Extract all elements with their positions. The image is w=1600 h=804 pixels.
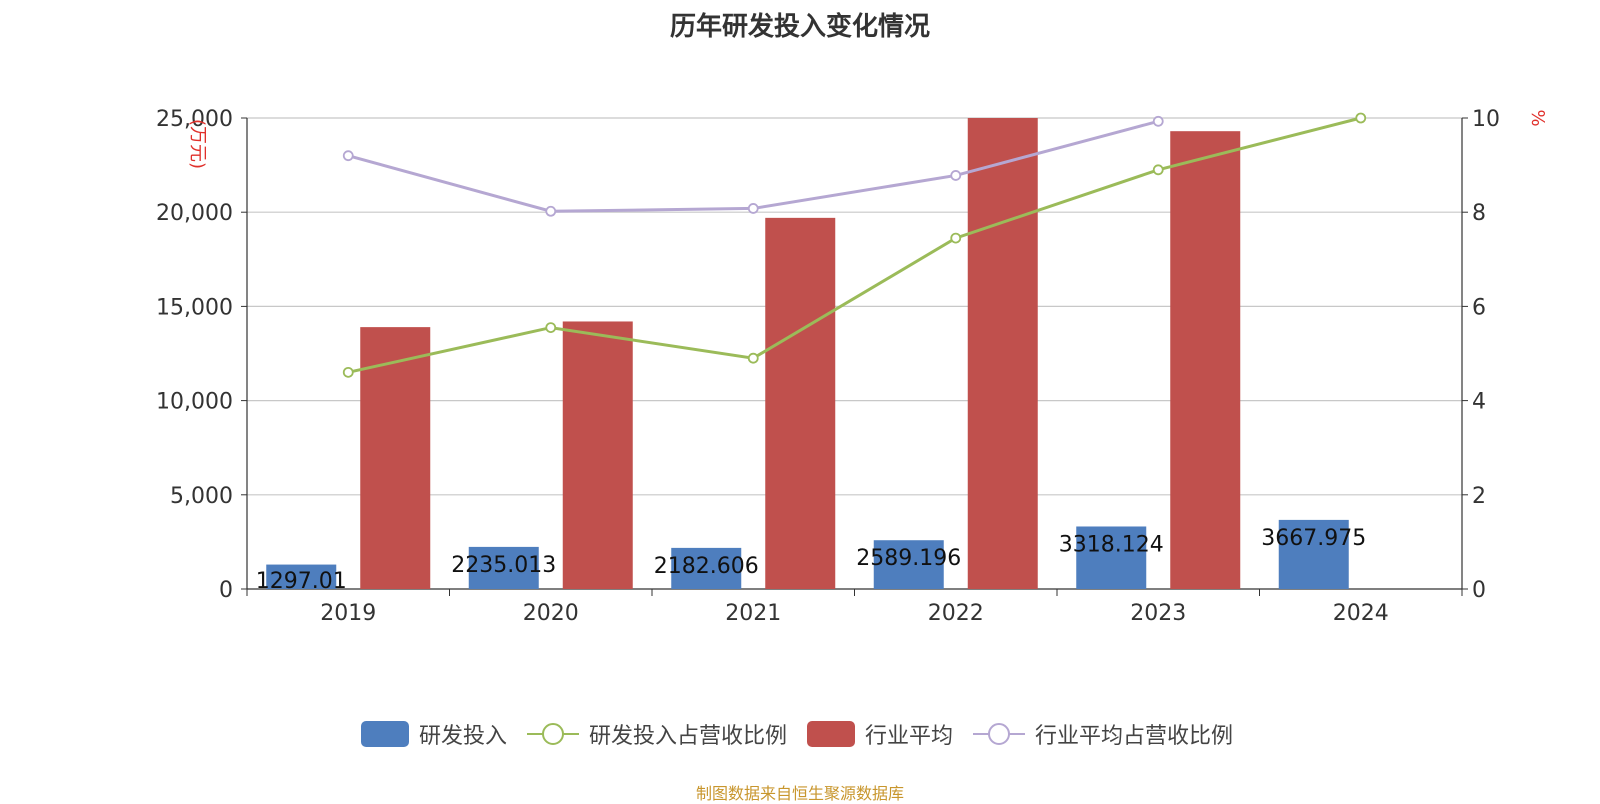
chart-title: 历年研发投入变化情况 [669,12,930,42]
legend-item-industry-average[interactable]: 行业平均 [807,718,953,750]
left-axis-title: (万元) [187,119,208,169]
point-industry-ratio [545,205,557,217]
point-industry-ratio [342,150,354,162]
source-note: 制图数据来自恒生聚源数据库 [695,784,904,803]
bar-rd-investment [1076,526,1147,589]
point-rd-ratio [342,366,354,378]
legend-swatch-rd-ratio [526,721,579,747]
left-axis-tick-label: 0 [219,578,233,603]
bar-rd-investment [873,540,944,589]
right-axis-tick-label: 8 [1472,201,1486,226]
x-axis-tick-label: 2021 [725,601,781,626]
right-axis-tick-label: 4 [1472,390,1486,415]
x-axis-tick-label: 2019 [320,601,376,626]
bar-industry-average [967,118,1038,589]
left-axis-tick-label: 25,000 [156,107,233,132]
bar-industry-average [1170,131,1241,590]
chart-legend: 研发投入 研发投入占营收比例 行业平均 行业平均占营收比例 [0,718,1600,750]
data-label-rd-investment: 2589.196 [856,546,961,571]
point-rd-ratio [747,352,759,364]
legend-label-industry-average: 行业平均 [865,724,954,749]
point-rd-ratio [1152,164,1164,176]
point-industry-ratio [747,203,759,214]
x-axis-tick-label: 2024 [1333,601,1389,626]
right-axis-tick-label: 2 [1472,484,1486,509]
point-rd-ratio [545,322,557,333]
bar-rd-investment [1278,519,1349,589]
legend-label-rd-investment: 研发投入 [418,724,507,749]
data-label-rd-investment: 1297.01 [256,569,347,594]
legend-label-rd-ratio: 研发投入占营收比例 [588,724,787,749]
legend-item-rd-investment[interactable]: 研发投入 [360,718,507,750]
bar-industry-average [765,217,836,590]
data-label-rd-investment: 3318.124 [1059,532,1164,557]
bar-rd-investment [266,564,337,589]
bar-rd-investment [671,547,742,589]
data-label-rd-investment: 3667.975 [1261,526,1366,551]
right-axis-title: % [1527,109,1548,126]
bar-rd-investment [468,546,539,589]
x-axis-tick-label: 2023 [1130,601,1186,626]
point-industry-ratio [1152,115,1164,127]
data-label-rd-investment: 2182.606 [654,554,759,579]
point-rd-ratio [1355,112,1367,124]
right-axis-tick-label: 6 [1472,295,1486,320]
point-industry-ratio [950,170,962,181]
x-axis-tick-label: 2020 [523,601,579,626]
left-axis-tick-label: 10,000 [156,390,233,415]
x-axis-tick-label: 2022 [928,601,984,626]
legend-label-industry-ratio: 行业平均占营收比例 [1035,724,1234,749]
line-rd-ratio [347,116,1362,374]
bar-industry-average [360,327,431,589]
data-label-rd-investment: 2235.013 [451,553,556,578]
point-rd-ratio [950,232,962,244]
legend-swatch-rd-investment [360,721,409,747]
legend-swatch-industry-ratio [973,721,1026,747]
legend-swatch-industry-average [807,721,855,747]
bar-industry-average [562,321,633,589]
left-axis-tick-label: 15,000 [156,295,233,320]
legend-item-industry-ratio[interactable]: 行业平均占营收比例 [973,718,1233,750]
left-axis-tick-label: 20,000 [156,201,233,226]
right-axis-tick-label: 0 [1472,578,1486,603]
left-axis-tick-label: 5,000 [170,484,233,509]
legend-item-rd-ratio[interactable]: 研发投入占营收比例 [526,718,787,750]
right-axis-tick-label: 10 [1472,107,1500,132]
